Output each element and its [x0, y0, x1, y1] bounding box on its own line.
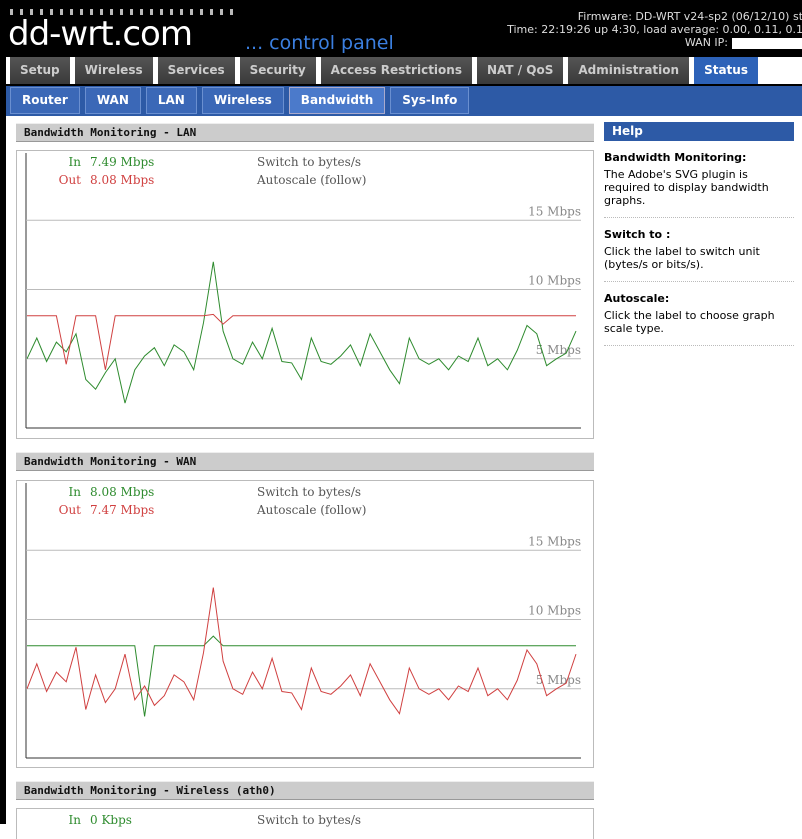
time: Time: 22:19:26 up 4:30, load average: 0.…: [507, 23, 802, 36]
wan-ip: WAN IP:: [684, 36, 728, 49]
in-label: In: [69, 155, 82, 169]
tick-label: 15 Mbps: [528, 204, 581, 218]
tagline: ... control panel: [245, 32, 394, 54]
subtabs: Router WAN LAN Wireless Bandwidth Sys-Info: [10, 87, 470, 114]
graph: 15 Mbps 10 Mbps 5 Mbps In 8.08 Mbps Out 7.47 M…: [25, 483, 581, 759]
panel-header: Bandwidth Monitoring - WAN: [16, 452, 594, 471]
tab[interactable]: Administration: [568, 57, 690, 84]
help: Help Bandwidth Monitoring: The Adobe's SV…: [604, 122, 794, 346]
panel-header: Bandwidth Monitoring - LAN: [16, 123, 594, 142]
tab[interactable]: Setup: [10, 57, 70, 84]
help-item: Autoscale: Click the label to choose grap…: [604, 282, 794, 346]
help-text: Click the label to switch unit (bytes/s …: [604, 245, 760, 271]
tabs: Setup Wireless Services Security Access Rest…: [10, 57, 758, 84]
tab[interactable]: Access Restrictions: [320, 57, 472, 84]
autoscale[interactable]: Autoscale (follow): [256, 503, 366, 517]
help-items: Bandwidth Monitoring: The Adobe's SVG plu…: [604, 141, 794, 346]
tick-label: 10 Mbps: [528, 604, 581, 618]
tick-label: 5 Mbps: [536, 343, 581, 357]
switch-unit[interactable]: Switch to bytes/s: [257, 155, 361, 169]
out-value: 8.08 Mbps: [90, 173, 154, 187]
out-label: Out: [59, 173, 82, 187]
panel-header: Bandwidth Monitoring - Wireless (ath0): [16, 781, 594, 800]
header: dd-wrt.com ... control panel Firmware: D…: [0, 0, 802, 57]
tick-label: 10 Mbps: [528, 274, 581, 288]
wan-ip-box: [732, 37, 802, 49]
tab[interactable]: Wireless: [74, 57, 153, 84]
out-label: Out: [59, 503, 82, 517]
help-item: Bandwidth Monitoring: The Adobe's SVG plu…: [604, 141, 794, 218]
graph: 15 Mbps 10 Mbps 5 Mbps In 7.49 Mbps Out 8.08 M…: [25, 153, 581, 429]
subtab[interactable]: Wireless: [201, 87, 284, 114]
help-heading: Bandwidth Monitoring:: [604, 151, 747, 164]
tick-label: 15 Mbps: [528, 534, 581, 548]
graph: In 0 Kbps Switch to bytes/s: [69, 813, 362, 827]
switch-unit[interactable]: Switch to bytes/s: [257, 485, 361, 499]
left-strip: [0, 0, 6, 824]
help-item: Switch to : Click the label to switch uni…: [604, 218, 794, 282]
in-value: 7.49 Mbps: [90, 155, 154, 169]
switch-unit[interactable]: Switch to bytes/s: [257, 813, 361, 827]
subtab[interactable]: LAN: [145, 87, 197, 114]
out-line: [26, 587, 577, 715]
tick-label: 5 Mbps: [536, 673, 581, 687]
tab[interactable]: Security: [239, 57, 316, 84]
help-heading: Autoscale:: [604, 292, 670, 305]
out-line: [27, 313, 576, 370]
subtab[interactable]: Sys-Info: [390, 87, 470, 114]
help-text: Click the label to choose graph scale ty…: [604, 309, 775, 335]
subtab[interactable]: WAN: [84, 87, 141, 114]
subtab[interactable]: Router: [10, 87, 80, 114]
wan-ip-row: WAN IP:: [685, 36, 802, 49]
help-title: Help: [604, 122, 794, 141]
in-label: In: [69, 813, 82, 827]
tab[interactable]: Services: [157, 57, 235, 84]
out-value: 7.47 Mbps: [90, 503, 154, 517]
graph-box: 15 Mbps 10 Mbps 5 Mbps In 7.49 Mbps Out 8.08 M…: [16, 150, 594, 439]
in-label: In: [69, 485, 82, 499]
graph-box: 15 Mbps 10 Mbps 5 Mbps In 8.08 Mbps Out 7.47 M…: [16, 480, 594, 768]
in-line: [27, 635, 576, 717]
tab[interactable]: Status: [694, 57, 758, 84]
subtab[interactable]: Bandwidth: [288, 87, 386, 114]
firmware: Firmware: DD-WRT v24-sp2 (06/12/10) std: [577, 10, 802, 23]
in-value: 8.08 Mbps: [90, 485, 154, 499]
logo-dots: [10, 9, 240, 15]
tab[interactable]: NAT / QoS: [476, 57, 564, 84]
in-line: [26, 261, 577, 404]
logo: dd-wrt.com: [8, 14, 193, 54]
in-value: 0 Kbps: [90, 813, 132, 827]
autoscale[interactable]: Autoscale (follow): [256, 173, 366, 187]
help-heading: Switch to :: [604, 228, 671, 241]
help-text: The Adobe's SVG plugin is required to di…: [604, 168, 769, 207]
